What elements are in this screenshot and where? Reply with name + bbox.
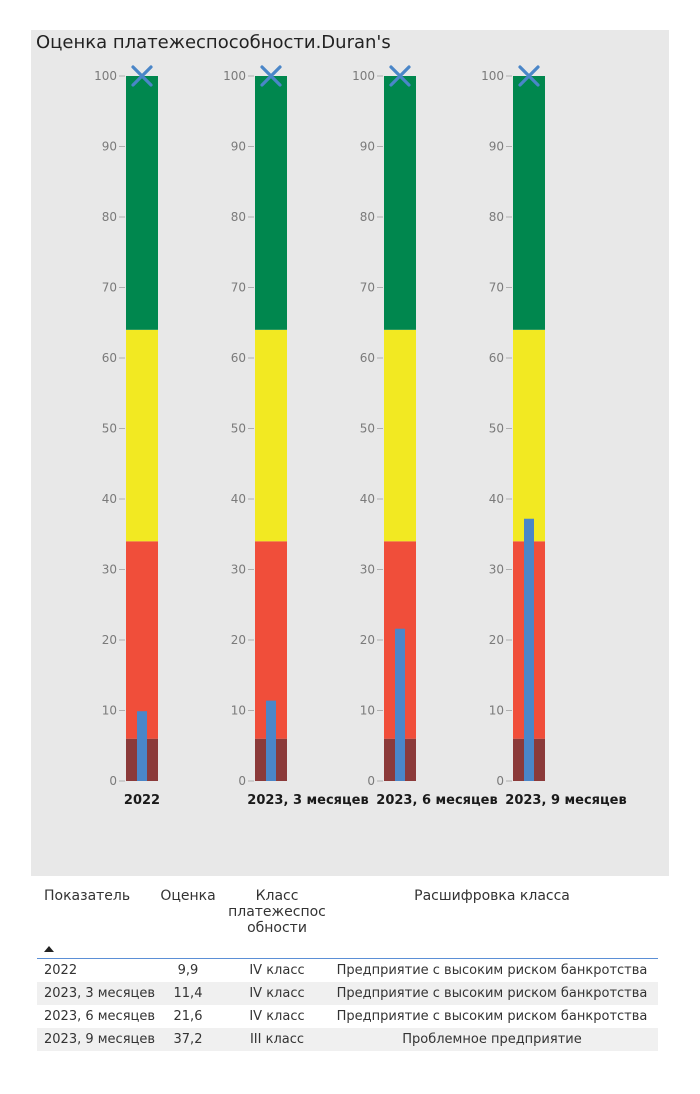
y-tick-label: 10 <box>489 704 504 718</box>
cell-score: 37,2 <box>173 1032 203 1047</box>
table-row: 2022 9,9 IV класс Предприятие с высоким … <box>37 959 658 982</box>
y-tick-label: 30 <box>102 563 117 577</box>
cell-class: IV класс <box>249 963 305 978</box>
cell-score: 9,9 <box>177 963 199 978</box>
y-tick-label: 90 <box>360 140 375 154</box>
chart-title: Оценка платежеспособности.Duran's <box>36 32 391 53</box>
y-tick-label: 60 <box>360 351 375 365</box>
x-category-label: 2023, 3 месяцев <box>247 793 368 808</box>
band-range <box>126 541 158 739</box>
table-row: 2023, 6 месяцев 21,6 IV класс Предприяти… <box>37 1005 658 1028</box>
y-tick-label: 50 <box>489 422 504 436</box>
target-marker <box>260 65 282 87</box>
cell-class: IV класс <box>249 986 305 1001</box>
target-marker <box>518 65 540 87</box>
y-tick-label: 50 <box>360 422 375 436</box>
y-tick-label: 10 <box>102 704 117 718</box>
header-indicator[interactable]: Показатель <box>44 888 131 904</box>
band-range <box>384 329 416 542</box>
y-tick-label: 30 <box>231 563 246 577</box>
y-tick-label: 70 <box>231 281 246 295</box>
target-marker <box>131 65 153 87</box>
cell-decoding: Предприятие с высоким риском банкротства <box>336 986 648 1001</box>
cell-decoding: Предприятие с высоким риском банкротства <box>336 963 648 978</box>
band-range <box>255 76 287 330</box>
y-tick-label: 90 <box>489 140 504 154</box>
cell-indicator: 2023, 6 месяцев <box>44 1009 156 1024</box>
y-tick-label: 30 <box>360 563 375 577</box>
y-tick-label: 30 <box>489 563 504 577</box>
x-category-label: 2022 <box>124 793 160 808</box>
sort-ascending-icon[interactable] <box>44 946 54 952</box>
y-tick-label: 10 <box>231 704 246 718</box>
target-marker <box>389 65 411 87</box>
band-range <box>255 329 287 542</box>
cell-score: 21,6 <box>173 1009 203 1024</box>
y-tick-label: 90 <box>231 140 246 154</box>
y-tick-label: 50 <box>231 422 246 436</box>
x-category-label: 2023, 9 месяцев <box>505 793 626 808</box>
y-tick-label: 20 <box>360 633 375 647</box>
y-tick-label: 20 <box>102 633 117 647</box>
band-range <box>513 329 545 542</box>
y-tick-label: 0 <box>238 774 246 788</box>
y-tick-label: 80 <box>231 210 246 224</box>
table-header: Показатель Оценка Класс платежеспос обност… <box>37 880 658 959</box>
y-tick-label: 100 <box>94 69 117 83</box>
cell-decoding: Проблемное предприятие <box>402 1032 582 1047</box>
y-tick-label: 70 <box>102 281 117 295</box>
y-tick-label: 0 <box>109 774 117 788</box>
y-tick-label: 60 <box>231 351 246 365</box>
y-tick-label: 0 <box>496 774 504 788</box>
y-tick-label: 80 <box>489 210 504 224</box>
table-row: 2023, 9 месяцев 37,2 III класс Проблемно… <box>37 1028 658 1051</box>
bullet-chart: 0102030405060708090100202201020304050607… <box>94 65 627 808</box>
band-range <box>126 76 158 330</box>
cell-decoding: Предприятие с высоким риском банкротства <box>336 1009 648 1024</box>
value-bar <box>266 700 276 781</box>
y-tick-label: 20 <box>489 633 504 647</box>
y-tick-label: 90 <box>102 140 117 154</box>
y-tick-label: 60 <box>489 351 504 365</box>
score-table: Показатель Оценка Класс платежеспос обност… <box>37 880 658 1051</box>
y-tick-label: 10 <box>360 704 375 718</box>
header-class[interactable]: Класс платежеспос обности <box>228 888 326 936</box>
band-range <box>384 76 416 330</box>
y-tick-label: 20 <box>231 633 246 647</box>
cell-class: III класс <box>249 1032 305 1047</box>
header-score[interactable]: Оценка <box>160 888 216 904</box>
table-row: 2023, 3 месяцев 11,4 IV класс Предприяти… <box>37 982 658 1005</box>
cell-class: IV класс <box>249 1009 305 1024</box>
band-range <box>513 76 545 330</box>
y-tick-label: 40 <box>231 492 246 506</box>
cell-indicator: 2023, 9 месяцев <box>44 1032 156 1047</box>
y-tick-label: 100 <box>481 69 504 83</box>
y-tick-label: 40 <box>102 492 117 506</box>
y-tick-label: 80 <box>102 210 117 224</box>
table-body: 2022 9,9 IV класс Предприятие с высоким … <box>37 959 658 1051</box>
value-bar <box>524 518 534 781</box>
value-bar <box>137 711 147 781</box>
band-range <box>126 329 158 542</box>
cell-indicator: 2023, 3 месяцев <box>44 986 156 1001</box>
y-tick-label: 70 <box>489 281 504 295</box>
y-tick-label: 70 <box>360 281 375 295</box>
y-tick-label: 40 <box>360 492 375 506</box>
y-tick-label: 40 <box>489 492 504 506</box>
y-tick-label: 50 <box>102 422 117 436</box>
cell-indicator: 2022 <box>44 963 78 978</box>
y-tick-label: 80 <box>360 210 375 224</box>
y-tick-label: 100 <box>352 69 375 83</box>
y-tick-label: 60 <box>102 351 117 365</box>
x-category-label: 2023, 6 месяцев <box>376 793 497 808</box>
header-decoding[interactable]: Расшифровка класса <box>414 888 570 904</box>
y-tick-label: 100 <box>223 69 246 83</box>
cell-score: 11,4 <box>173 986 203 1001</box>
y-tick-label: 0 <box>367 774 375 788</box>
value-bar <box>395 628 405 781</box>
